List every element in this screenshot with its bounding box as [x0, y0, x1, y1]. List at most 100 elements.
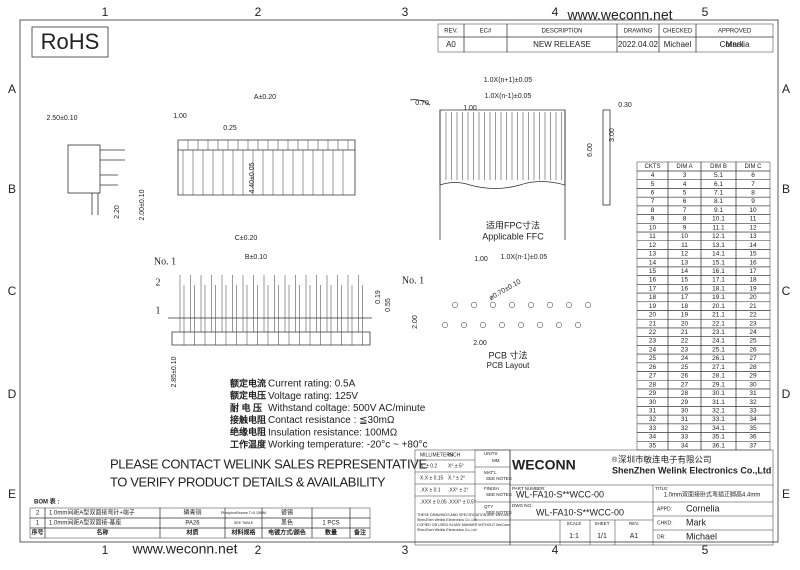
tb-label: APPD:: [657, 506, 672, 512]
bom-header: 备注: [353, 529, 366, 537]
pad: [460, 321, 468, 329]
dim-cell: 23.1: [712, 329, 725, 336]
dim-cell: 30: [749, 381, 757, 388]
pad: [470, 301, 478, 309]
dim-cell: 22: [649, 329, 657, 336]
dimension-label: 2.00: [473, 340, 487, 347]
dim-cell: 9.1: [714, 207, 723, 214]
dim-cell: 16: [649, 277, 657, 284]
bom-cell: 1.0mm间距A型双面接-基座: [49, 519, 121, 527]
bom-header: 序号: [30, 529, 43, 537]
pad: [546, 301, 554, 309]
dim-header: DIM C: [745, 164, 763, 170]
dim-cell: 23: [681, 346, 689, 353]
column-marker: 4: [552, 5, 559, 19]
dim-cell: 13: [649, 251, 657, 258]
dim-cell: 26: [749, 346, 757, 353]
dim-cell: 9: [651, 216, 655, 223]
company-cn: 深圳市敏连电子有限公司: [618, 454, 712, 464]
dim-cell: 9: [683, 224, 687, 231]
view-details: [29, 23, 774, 546]
bom-cell: 磷青铜: [183, 509, 201, 517]
brand-mark: ®: [612, 456, 618, 464]
tol-cell: X° ± 5°: [448, 463, 464, 469]
title-block: [509, 449, 774, 546]
row-marker: C: [8, 284, 17, 298]
dimension-label: B±0.10: [245, 254, 267, 261]
rev-header: DESCRIPTION: [541, 29, 582, 35]
rating-label: 接触电阻: [230, 414, 266, 425]
title: 1.0mm双面接卧式弯插正脚高4.4mm: [664, 491, 761, 499]
dim-cell: 19: [649, 303, 657, 310]
dim-cell: 33: [749, 407, 757, 414]
dim-cell: 15: [749, 251, 757, 258]
bom-header: 材料规格: [230, 529, 256, 537]
dim-cell: 16: [681, 285, 689, 292]
callout: 1: [156, 305, 161, 316]
ffc-caption: 适用FPC寸法: [486, 219, 540, 230]
dim-cell: 12: [649, 242, 657, 249]
tb-label: REV.: [629, 521, 639, 526]
column-marker: 1: [102, 543, 109, 557]
dimension-label: A±0.20: [254, 94, 276, 101]
cell: [349, 507, 371, 519]
rev-value: Michael: [664, 40, 692, 49]
dim-cell: 23: [749, 320, 757, 327]
dim-cell: 17: [649, 285, 657, 292]
tb-value: 1:1: [569, 533, 579, 540]
notice: TO VERIFY PRODUCT DETAILS & AVAILABILITY: [110, 474, 386, 489]
rev-header: APPROVED: [718, 29, 752, 35]
dimension-label: 1.00: [474, 256, 488, 263]
dim-header: CKTS: [644, 164, 660, 170]
dim-cell: 9: [751, 198, 755, 205]
frame: [19, 19, 779, 543]
website: www.weconn.net: [131, 541, 237, 557]
tb-label: SHEET: [594, 521, 609, 526]
dim-cell: 7: [751, 181, 755, 188]
column-marker: 4: [552, 543, 559, 557]
dim-cell: 5: [651, 181, 655, 188]
bom-cell: 镀锡: [281, 509, 293, 517]
column-marker: 2: [255, 543, 262, 557]
dim-cell: 20: [649, 312, 657, 319]
pad: [479, 321, 487, 329]
dim-cell: 6: [651, 190, 655, 197]
dim-cell: 5: [683, 190, 687, 197]
dim-cell: 28.1: [712, 373, 725, 380]
dimension-label: 6.00: [587, 143, 594, 157]
dim-cell: 22: [681, 338, 689, 345]
tol-note: THESE DRAWINGS AND SPECIFICATION ARE WeC…: [417, 513, 509, 517]
rating-label: 耐 电 压: [230, 402, 262, 413]
dimension-label: 0.25: [223, 125, 237, 132]
dim-cell: 13: [681, 259, 689, 266]
dim-cell: 15.1: [712, 259, 725, 266]
dim-cell: 15: [649, 268, 657, 275]
rev-value: Cornelia: [720, 40, 750, 49]
dim-cell: 6: [751, 172, 755, 179]
dim-cell: 33: [649, 425, 657, 432]
dim-cell: 8: [751, 190, 755, 197]
dim-cell: 32.1: [712, 407, 725, 414]
dim-cell: 29: [681, 399, 689, 406]
rating-text: Withstand coltage: 500V AC/minute: [268, 403, 426, 414]
row-marker: A: [8, 82, 16, 96]
dim-cell: 18: [681, 303, 689, 310]
dim-cell: 29: [649, 390, 657, 397]
pad: [441, 321, 449, 329]
dim-cell: 11.1: [712, 224, 725, 231]
dimension-label: 2.85±0.10: [171, 356, 178, 387]
dim-cell: 25: [649, 355, 657, 362]
tol-header: MILLIMETERS: [420, 452, 454, 458]
dimension-label: 4.40±0.05: [249, 162, 256, 193]
dim-cell: 32: [649, 416, 657, 423]
dim-cell: 12: [681, 251, 689, 258]
dim-cell: 6: [683, 198, 687, 205]
bom-cell: 1 PCS: [322, 521, 339, 527]
dim-cell: 20: [681, 320, 689, 327]
dimension-label: 0.19: [375, 290, 382, 304]
rohs: RoHS: [41, 29, 100, 54]
dim-cell: 25.1: [712, 346, 725, 353]
bom-cell: 1.0mm间距A型双面接弯针+端子: [49, 509, 135, 517]
dim-cell: 34: [749, 416, 757, 423]
dim-cell: 7: [683, 207, 687, 214]
